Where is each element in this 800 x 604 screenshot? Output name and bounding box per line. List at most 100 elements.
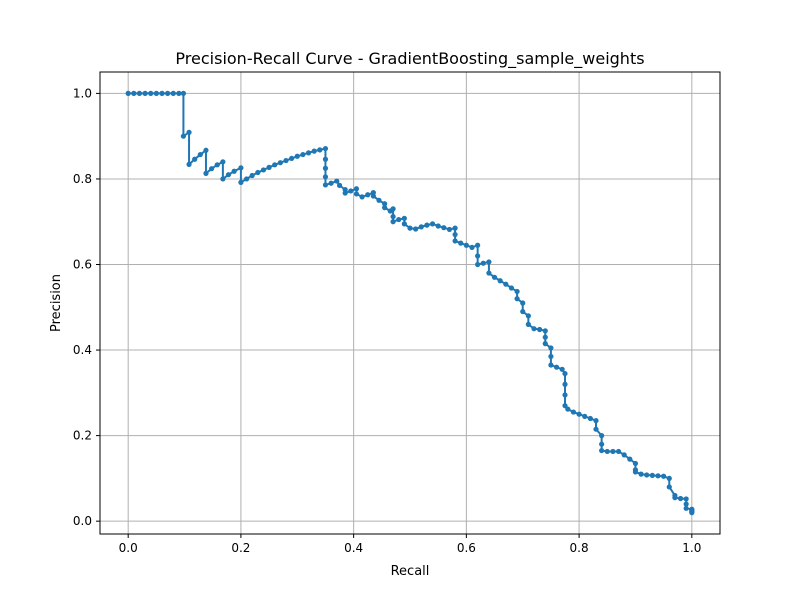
data-point <box>610 448 616 455</box>
data-point <box>260 167 267 173</box>
data-point <box>627 456 633 462</box>
x-tick-label: 0.4 <box>344 541 363 555</box>
data-point <box>565 406 571 412</box>
data-point <box>322 165 329 171</box>
data-point <box>475 242 481 248</box>
data-point <box>562 381 568 387</box>
data-point <box>593 418 599 424</box>
data-point <box>672 495 678 501</box>
data-point <box>203 147 209 153</box>
data-point <box>508 285 515 291</box>
data-point <box>328 180 334 186</box>
data-point <box>322 156 329 162</box>
data-point <box>180 133 187 139</box>
data-point <box>689 510 695 516</box>
data-point <box>621 452 627 458</box>
data-point <box>587 415 593 422</box>
data-point <box>491 274 498 280</box>
data-point <box>125 90 131 96</box>
y-tick-label: 0.8 <box>73 172 92 186</box>
data-point <box>531 326 537 332</box>
data-point <box>683 496 689 502</box>
data-point <box>475 261 481 268</box>
data-point <box>148 90 154 96</box>
data-point <box>159 90 165 96</box>
data-point <box>390 219 396 225</box>
data-point <box>548 353 554 360</box>
data-point <box>376 197 382 203</box>
y-tick-label: 0.6 <box>73 258 92 272</box>
data-point <box>407 225 413 231</box>
data-point <box>615 448 622 455</box>
data-point <box>463 242 469 248</box>
data-point <box>486 259 492 265</box>
data-point <box>266 164 272 170</box>
data-point <box>359 194 365 200</box>
data-point <box>446 226 453 233</box>
data-point <box>599 447 605 454</box>
data-point <box>220 159 226 165</box>
data-point <box>683 505 689 511</box>
data-point <box>294 153 300 159</box>
data-point <box>370 193 376 199</box>
data-point <box>197 151 203 158</box>
data-point <box>548 362 554 368</box>
data-point <box>537 326 543 333</box>
data-point <box>666 484 672 490</box>
y-axis-label: Precision <box>49 274 64 332</box>
data-point <box>249 172 255 179</box>
data-point <box>255 169 261 176</box>
data-point <box>336 182 343 188</box>
x-tick-label: 0.6 <box>457 541 476 555</box>
data-point <box>452 231 458 238</box>
x-tick-label: 0.2 <box>231 541 250 555</box>
data-point <box>192 156 198 162</box>
data-point <box>322 182 329 188</box>
data-point <box>289 155 295 162</box>
data-point <box>655 473 661 479</box>
data-point <box>632 469 639 475</box>
y-tick-label: 0.2 <box>73 429 92 443</box>
data-point <box>272 162 278 168</box>
data-point <box>176 90 182 96</box>
data-point <box>165 90 171 96</box>
data-point <box>180 90 187 96</box>
y-tick-label: 0.0 <box>73 514 92 528</box>
data-point <box>334 178 340 184</box>
data-point <box>562 392 568 398</box>
data-point <box>525 321 531 327</box>
data-point <box>475 253 481 259</box>
data-point <box>480 260 486 266</box>
x-axis-label: Recall <box>391 564 430 579</box>
data-point <box>365 192 371 198</box>
chart-title: Precision-Recall Curve - GradientBoostin… <box>175 49 644 69</box>
grid-lines <box>100 72 720 534</box>
data-point <box>231 168 237 174</box>
data-point <box>553 364 560 370</box>
data-point <box>424 222 430 228</box>
data-point <box>429 221 436 227</box>
data-point <box>238 165 244 171</box>
data-point <box>683 501 689 507</box>
data-point <box>390 206 396 212</box>
data-point <box>401 221 407 227</box>
data-point <box>666 475 672 481</box>
data-point <box>677 495 684 502</box>
data-point <box>153 90 159 96</box>
data-point <box>203 170 209 176</box>
data-point <box>277 160 283 166</box>
data-point <box>562 370 568 377</box>
data-point <box>311 148 317 154</box>
data-point <box>348 188 354 194</box>
x-tick-label: 0.8 <box>570 541 589 555</box>
x-tick-label: 1.0 <box>682 541 701 555</box>
data-point <box>186 161 192 167</box>
data-point <box>599 441 605 447</box>
data-point <box>469 244 475 250</box>
data-point <box>661 473 667 479</box>
data-point <box>243 176 250 182</box>
data-point <box>582 413 588 419</box>
x-axis-ticks: 0.0 0.2 0.4 0.6 0.8 1.0 <box>119 534 701 555</box>
data-point <box>317 147 323 153</box>
data-point <box>238 179 244 185</box>
